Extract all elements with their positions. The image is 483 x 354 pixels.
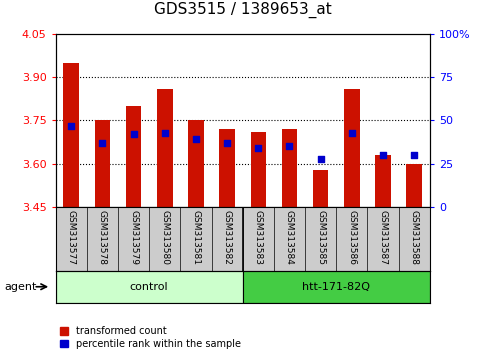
- Point: [129, 131, 137, 137]
- Bar: [63, 63, 79, 207]
- Text: GSM313582: GSM313582: [223, 210, 232, 265]
- Text: htt-171-82Q: htt-171-82Q: [302, 282, 370, 292]
- Text: GSM313583: GSM313583: [254, 210, 263, 265]
- Point: [348, 130, 356, 135]
- Text: GSM313577: GSM313577: [67, 210, 76, 265]
- Text: GSM313579: GSM313579: [129, 210, 138, 265]
- Text: GSM313588: GSM313588: [410, 210, 419, 265]
- Point: [67, 123, 75, 129]
- Point: [317, 156, 325, 161]
- Point: [379, 152, 387, 158]
- Bar: [188, 120, 204, 207]
- Point: [223, 140, 231, 146]
- Legend: transformed count, percentile rank within the sample: transformed count, percentile rank withi…: [60, 326, 241, 349]
- Bar: [95, 120, 110, 207]
- Point: [285, 144, 293, 149]
- Bar: [126, 106, 142, 207]
- Bar: [407, 164, 422, 207]
- Bar: [251, 132, 266, 207]
- Bar: [375, 155, 391, 207]
- Bar: [56, 271, 242, 303]
- Bar: [242, 271, 430, 303]
- Bar: [219, 129, 235, 207]
- Text: GDS3515 / 1389653_at: GDS3515 / 1389653_at: [154, 1, 332, 18]
- Point: [411, 152, 418, 158]
- Bar: [313, 170, 328, 207]
- Text: GSM313585: GSM313585: [316, 210, 325, 265]
- Point: [255, 145, 262, 151]
- Text: GSM313580: GSM313580: [160, 210, 169, 265]
- Point: [99, 140, 106, 146]
- Bar: [344, 88, 360, 207]
- Point: [192, 137, 200, 142]
- Text: agent: agent: [5, 282, 37, 292]
- Text: GSM313584: GSM313584: [285, 210, 294, 265]
- Text: GSM313581: GSM313581: [191, 210, 200, 265]
- Text: GSM313587: GSM313587: [379, 210, 387, 265]
- Text: GSM313586: GSM313586: [347, 210, 356, 265]
- Text: GSM313578: GSM313578: [98, 210, 107, 265]
- Text: control: control: [130, 282, 169, 292]
- Bar: [157, 88, 172, 207]
- Bar: [282, 129, 298, 207]
- Point: [161, 130, 169, 135]
